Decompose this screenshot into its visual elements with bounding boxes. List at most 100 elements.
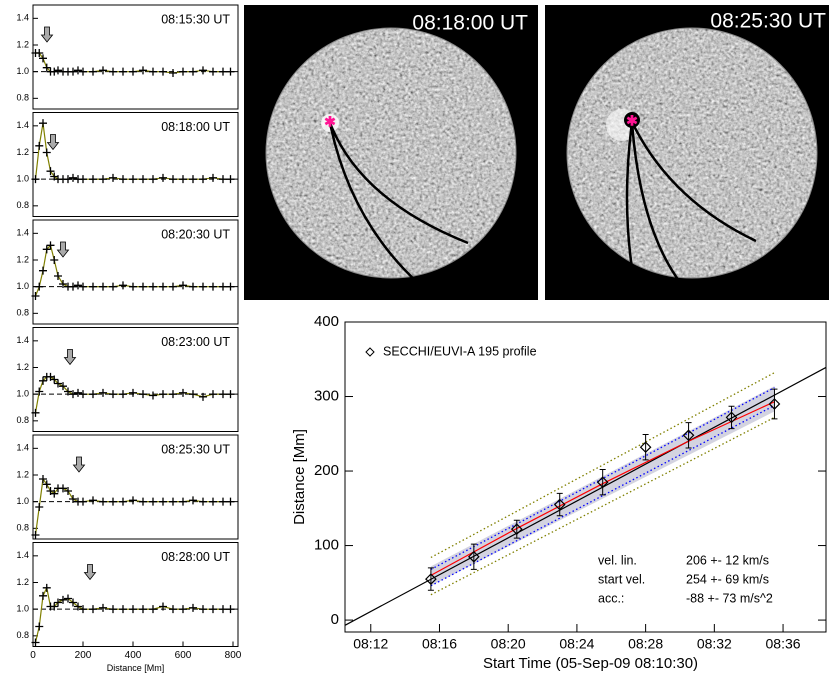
profile-point: [69, 390, 77, 399]
y-tick-label: 0.8: [16, 93, 29, 103]
profile-point: [89, 496, 97, 505]
profile-point: [209, 605, 217, 614]
y-tick-label: 1.2: [16, 362, 29, 372]
profile-point: [39, 119, 47, 128]
profile-point: [119, 175, 127, 184]
profile-point: [179, 497, 187, 506]
profile-point: [42, 480, 51, 489]
fit-line: [430, 416, 775, 596]
data-point: [639, 441, 652, 454]
panel-title: 08:23:00 UT: [161, 335, 230, 349]
profile-point: [69, 282, 77, 291]
profile-point: [31, 408, 40, 417]
profile-point: [226, 67, 235, 76]
profile-point: [199, 175, 207, 184]
data-point: [768, 398, 781, 410]
profile-point: [42, 245, 51, 254]
fit-line: [344, 366, 827, 626]
profile-point: [79, 67, 87, 76]
profile-point: [199, 497, 207, 506]
profile-point: [226, 605, 235, 614]
annotation: -88 +- 73 m/s^2: [686, 591, 773, 605]
y-tick-label: 1.4: [16, 443, 29, 453]
panel-frame: [32, 219, 239, 325]
profile-point: [74, 281, 82, 290]
data-point: [682, 429, 695, 442]
profile-point: [50, 67, 59, 76]
profile-point: [79, 605, 87, 614]
profile-point: [89, 282, 97, 291]
profile-point: [179, 281, 187, 290]
profile-point: [42, 63, 51, 72]
error-bar: [771, 388, 778, 420]
profile-point: [35, 387, 44, 396]
profile-line: [34, 585, 231, 643]
profile-point: [209, 282, 217, 291]
profile-point: [119, 67, 127, 76]
profile-point: [169, 282, 177, 291]
disk-limb: [566, 27, 818, 279]
profile-point: [89, 390, 97, 399]
profile-point: [199, 66, 207, 75]
solar-image: ✱ 08:18:00 UT: [244, 5, 538, 300]
profile-point: [99, 282, 107, 291]
profile-point: [109, 497, 117, 506]
y-tick-label: 1.2: [16, 254, 29, 264]
annotation: start vel.: [598, 572, 645, 586]
profile-point: [119, 605, 127, 614]
profile-point: [149, 67, 157, 76]
profile-point: [79, 282, 87, 291]
profile-point: [129, 282, 137, 291]
panel-title: 08:18:00 UT: [161, 120, 230, 134]
legend-marker: [365, 347, 375, 357]
profile-point: [54, 379, 62, 388]
error-bar: [427, 567, 434, 591]
y-tick-label: 1.4: [16, 228, 29, 238]
profile-point: [189, 282, 197, 291]
y-tick-label: 200: [314, 462, 339, 479]
error-bar: [599, 469, 606, 496]
profile-point: [189, 390, 197, 399]
y-tick-label: 1.2: [16, 39, 29, 49]
profile-point: [226, 497, 235, 506]
profile-point: [149, 497, 157, 506]
profile-point: [179, 67, 187, 76]
profile-point: [209, 390, 217, 399]
y-tick-label: 0.8: [16, 200, 29, 210]
profile-point: [226, 282, 235, 291]
annotation: acc.:: [598, 591, 624, 605]
profile-point: [109, 282, 117, 291]
profile-point: [199, 392, 207, 401]
y-tick-label: 1.2: [16, 469, 29, 479]
x-tick-label: 08:12: [353, 636, 388, 652]
profile-point: [64, 487, 72, 495]
profile-point: [129, 605, 137, 614]
profile-point: [159, 282, 167, 291]
profile-point: [59, 280, 67, 288]
source-marker: ✱: [626, 113, 638, 129]
profile-point: [99, 603, 107, 612]
profile-point: [31, 638, 40, 647]
profile-point: [39, 376, 47, 385]
profile-point: [99, 497, 107, 506]
profile-point: [50, 256, 59, 264]
profile-point: [159, 602, 167, 611]
front-arrow: [46, 134, 60, 151]
profile-point: [119, 390, 127, 399]
profile-point: [169, 69, 177, 77]
x-tick-label: 200: [75, 650, 92, 661]
profile-point: [54, 598, 62, 607]
fit-line: [430, 372, 775, 559]
profile-point: [64, 175, 72, 184]
profile-point: [79, 175, 87, 184]
source-marker: ✱: [324, 114, 336, 130]
y-tick-label: 0.8: [16, 630, 29, 640]
profile-point: [50, 489, 59, 498]
profile-point: [226, 390, 235, 399]
profile-point: [226, 175, 235, 184]
profile-point: [159, 497, 167, 506]
x-tick-label: 08:36: [766, 636, 801, 652]
solar-disk: [266, 28, 516, 278]
